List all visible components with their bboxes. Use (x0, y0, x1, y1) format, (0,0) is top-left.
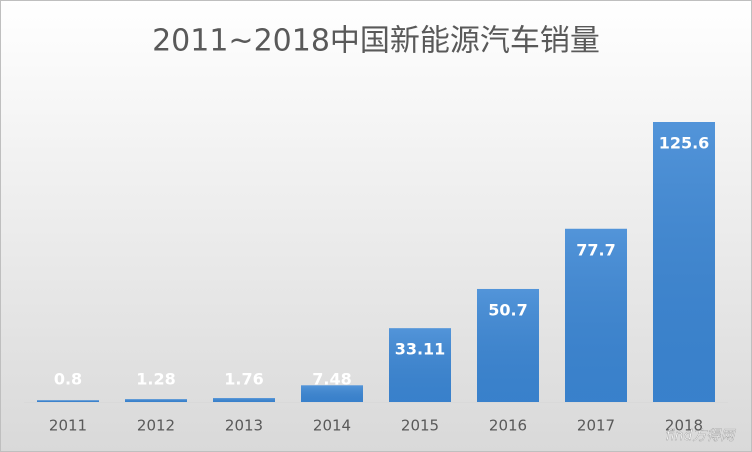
bar-shade (301, 385, 363, 402)
x-tick-label: 2012 (137, 417, 175, 435)
bar-shade (213, 398, 275, 402)
x-tick-label: 2014 (313, 417, 351, 435)
bar-shade (653, 122, 715, 402)
value-label: 7.48 (312, 370, 351, 389)
x-tick-label: 2018 (665, 417, 703, 435)
chart-title: 2011~2018中国新能源汽车销量 (152, 24, 600, 59)
bar-shade (389, 328, 451, 402)
x-tick-label: 2016 (489, 417, 527, 435)
bar-shade (37, 400, 99, 402)
value-label: 33.11 (395, 340, 446, 359)
x-tick-label: 2017 (577, 417, 615, 435)
value-label: 0.8 (54, 370, 82, 389)
bar-shade (125, 399, 187, 402)
value-label: 77.7 (576, 240, 615, 259)
bar-shade (565, 228, 627, 402)
value-label: 50.7 (488, 300, 527, 319)
bar-shade (477, 288, 539, 402)
value-label: 1.76 (224, 370, 263, 389)
x-tick-label: 2011 (49, 417, 87, 435)
value-label: 1.28 (136, 370, 175, 389)
value-label: 125.6 (659, 134, 710, 153)
x-tick-label: 2013 (225, 417, 263, 435)
x-tick-label: 2015 (401, 417, 439, 435)
watermark: find方得网 (666, 428, 737, 444)
